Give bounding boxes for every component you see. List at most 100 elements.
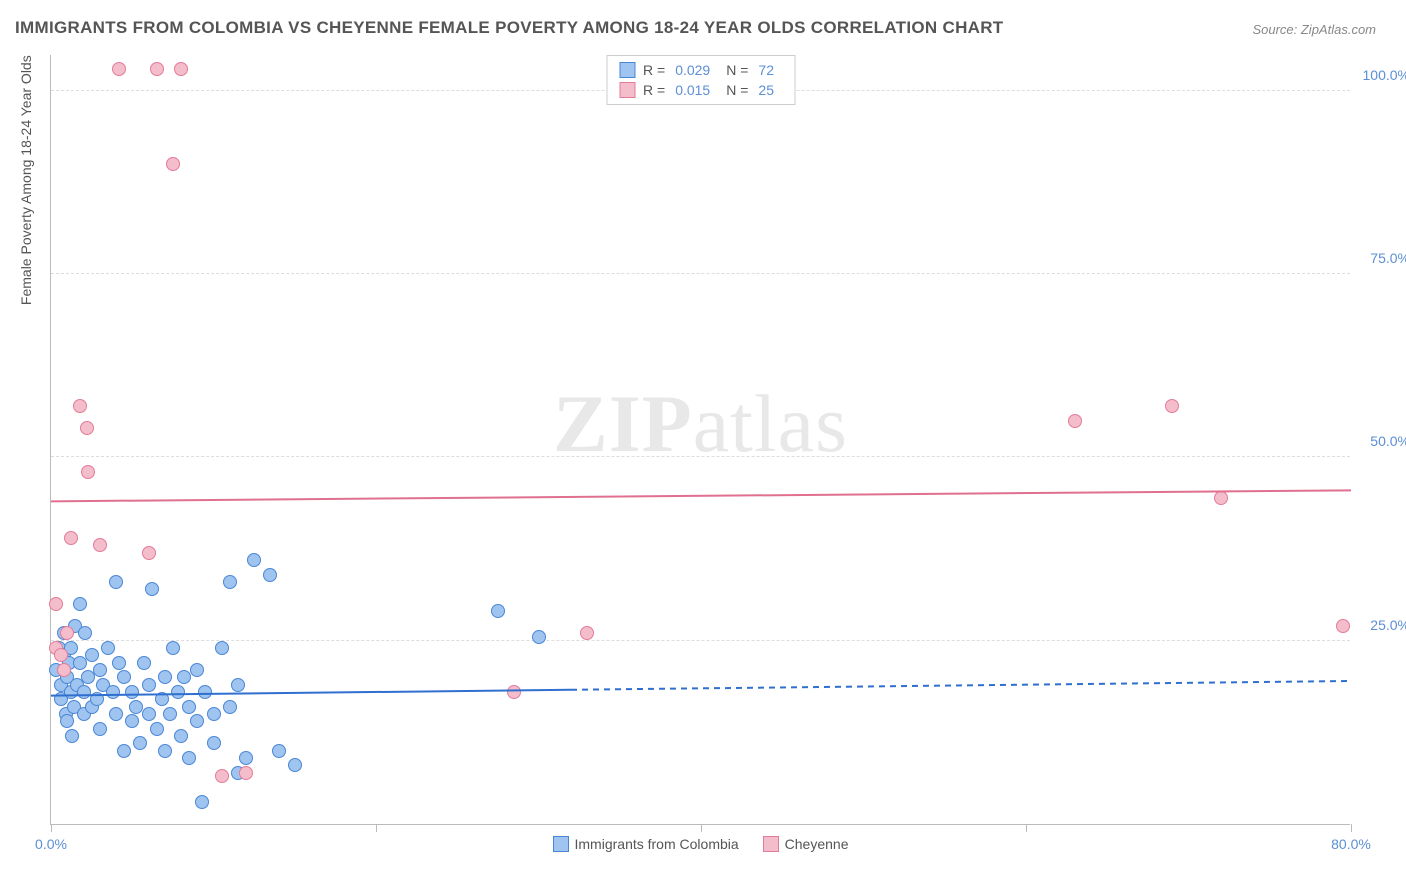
scatter-point: [60, 714, 74, 728]
scatter-point: [1068, 414, 1082, 428]
scatter-point: [85, 648, 99, 662]
scatter-point: [142, 707, 156, 721]
scatter-point: [155, 692, 169, 706]
scatter-point: [101, 641, 115, 655]
scatter-point: [57, 663, 71, 677]
scatter-point: [93, 663, 107, 677]
legend-item: Cheyenne: [763, 836, 849, 852]
scatter-point: [158, 670, 172, 684]
scatter-point: [239, 751, 253, 765]
scatter-point: [532, 630, 546, 644]
trend-lines: [51, 54, 1351, 824]
scatter-point: [174, 62, 188, 76]
scatter-point: [54, 648, 68, 662]
y-tick-label: 25.0%: [1370, 617, 1406, 633]
scatter-point: [239, 766, 253, 780]
scatter-point: [207, 736, 221, 750]
scatter-point: [142, 546, 156, 560]
scatter-point: [77, 685, 91, 699]
scatter-point: [129, 700, 143, 714]
y-tick-label: 50.0%: [1370, 433, 1406, 449]
scatter-point: [491, 604, 505, 618]
scatter-point: [125, 714, 139, 728]
scatter-point: [106, 685, 120, 699]
legend-correlation: R =0.029N =72R =0.015N =25: [606, 55, 795, 105]
x-tick: [51, 824, 52, 832]
chart-title: IMMIGRANTS FROM COLOMBIA VS CHEYENNE FEM…: [15, 18, 1004, 38]
scatter-point: [223, 700, 237, 714]
scatter-point: [80, 421, 94, 435]
scatter-point: [117, 670, 131, 684]
source-attribution: Source: ZipAtlas.com: [1252, 22, 1376, 37]
scatter-point: [215, 641, 229, 655]
scatter-point: [177, 670, 191, 684]
scatter-point: [150, 62, 164, 76]
scatter-point: [272, 744, 286, 758]
scatter-point: [81, 465, 95, 479]
scatter-point: [133, 736, 147, 750]
scatter-point: [145, 582, 159, 596]
scatter-point: [215, 769, 229, 783]
y-axis-label: Female Poverty Among 18-24 Year Olds: [18, 55, 34, 305]
scatter-point: [223, 575, 237, 589]
scatter-point: [182, 700, 196, 714]
scatter-point: [198, 685, 212, 699]
x-tick: [1351, 824, 1352, 832]
legend-item: Immigrants from Colombia: [553, 836, 739, 852]
scatter-plot: ZIPatlas 25.0%50.0%75.0%100.0%0.0%80.0%R…: [50, 55, 1350, 825]
scatter-point: [174, 729, 188, 743]
scatter-point: [171, 685, 185, 699]
scatter-point: [263, 568, 277, 582]
y-tick-label: 100.0%: [1363, 67, 1406, 83]
scatter-point: [163, 707, 177, 721]
scatter-point: [60, 626, 74, 640]
scatter-point: [73, 597, 87, 611]
scatter-point: [288, 758, 302, 772]
gridline-h: [51, 456, 1350, 457]
x-tick: [376, 824, 377, 832]
scatter-point: [158, 744, 172, 758]
scatter-point: [190, 663, 204, 677]
scatter-point: [93, 538, 107, 552]
gridline-h: [51, 273, 1350, 274]
scatter-point: [507, 685, 521, 699]
scatter-point: [150, 722, 164, 736]
legend-swatch: [619, 62, 635, 78]
scatter-point: [112, 62, 126, 76]
scatter-point: [1214, 491, 1228, 505]
scatter-point: [182, 751, 196, 765]
x-tick: [701, 824, 702, 832]
scatter-point: [109, 575, 123, 589]
legend-label: Immigrants from Colombia: [575, 836, 739, 852]
scatter-point: [190, 714, 204, 728]
scatter-point: [1165, 399, 1179, 413]
x-tick-label: 80.0%: [1331, 836, 1371, 852]
scatter-point: [78, 626, 92, 640]
scatter-point: [49, 597, 63, 611]
scatter-point: [137, 656, 151, 670]
scatter-point: [64, 531, 78, 545]
scatter-point: [142, 678, 156, 692]
legend-series: Immigrants from Colombia Cheyenne: [553, 836, 849, 852]
scatter-point: [231, 678, 245, 692]
y-tick-label: 75.0%: [1370, 250, 1406, 266]
scatter-point: [109, 707, 123, 721]
scatter-point: [65, 729, 79, 743]
x-tick: [1026, 824, 1027, 832]
legend-swatch: [763, 836, 779, 852]
scatter-point: [112, 656, 126, 670]
scatter-point: [207, 707, 221, 721]
scatter-point: [195, 795, 209, 809]
legend-row: R =0.015N =25: [619, 80, 782, 100]
gridline-h: [51, 640, 1350, 641]
x-tick-label: 0.0%: [35, 836, 67, 852]
legend-row: R =0.029N =72: [619, 60, 782, 80]
scatter-point: [125, 685, 139, 699]
legend-label: Cheyenne: [785, 836, 849, 852]
scatter-point: [166, 157, 180, 171]
legend-swatch: [553, 836, 569, 852]
scatter-point: [117, 744, 131, 758]
scatter-point: [90, 692, 104, 706]
scatter-point: [247, 553, 261, 567]
scatter-point: [580, 626, 594, 640]
